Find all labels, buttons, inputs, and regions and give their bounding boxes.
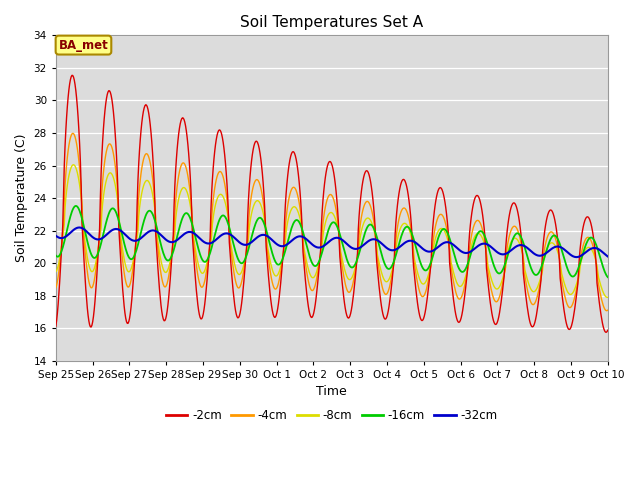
Legend: -2cm, -4cm, -8cm, -16cm, -32cm: -2cm, -4cm, -8cm, -16cm, -32cm <box>161 404 502 427</box>
Title: Soil Temperatures Set A: Soil Temperatures Set A <box>240 15 423 30</box>
X-axis label: Time: Time <box>316 385 347 398</box>
Y-axis label: Soil Temperature (C): Soil Temperature (C) <box>15 134 28 262</box>
Text: BA_met: BA_met <box>59 38 108 51</box>
